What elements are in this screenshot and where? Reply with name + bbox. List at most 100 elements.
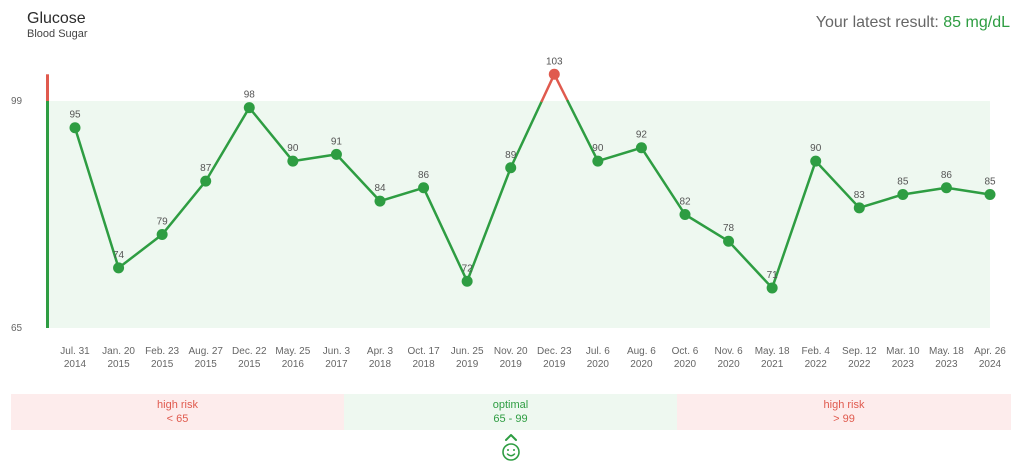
series-line-segment [640,146,687,216]
x-tick-label: Feb. 23 [145,346,179,357]
data-label: 78 [723,223,735,234]
x-tick-label: Mar. 10 [886,346,920,357]
series-line-segment [945,186,992,196]
data-label: 90 [592,143,604,154]
series-line-segment [335,153,382,203]
series-line-segment [248,106,295,163]
data-label: 95 [69,110,81,121]
data-label: 90 [810,143,822,154]
series-line-segment [465,166,512,283]
chart-subtitle: Blood Sugar [27,28,88,40]
range-band-low-risk: high risk < 65 [11,394,344,430]
data-point [156,229,168,241]
latest-result-value: 85 mg/dL [943,14,1010,31]
y-tick-label: 99 [11,96,23,107]
x-tick-year: 2014 [64,359,87,370]
y-tick-label: 65 [11,323,23,334]
latest-result: Your latest result: 85 mg/dL [816,14,1010,32]
x-tick-label: Jan. 20 [102,346,135,357]
chart-title: Glucose [27,10,86,27]
data-label: 103 [546,56,563,67]
x-tick-year: 2023 [935,359,958,370]
x-tick-label: Apr. 26 [974,346,1006,357]
data-label: 90 [287,143,299,154]
data-point [461,275,473,287]
data-point [548,68,560,80]
x-tick-label: May. 18 [929,346,964,357]
data-point [635,142,647,154]
x-tick-label: Jun. 3 [323,346,351,357]
x-tick-label: Sep. 12 [842,346,877,357]
data-label: 82 [679,197,691,208]
x-tick-label: May. 18 [755,346,790,357]
x-tick-year: 2020 [674,359,697,370]
x-tick-label: Apr. 3 [367,346,394,357]
x-tick-label: Nov. 6 [714,346,743,357]
x-tick-label: Aug. 27 [188,346,223,357]
series-line-segment [727,239,774,290]
data-point [897,188,909,200]
x-tick-year: 2019 [543,359,566,370]
range-band-high-risk: high risk > 99 [677,394,1011,430]
x-tick-year: 2016 [282,359,305,370]
data-point [505,162,517,174]
data-point [418,182,430,194]
data-point [243,102,255,114]
x-tick-year: 2019 [456,359,479,370]
data-point [330,148,342,160]
x-tick-year: 2022 [805,359,828,370]
smiley-icon [502,434,520,461]
data-point [853,202,865,214]
x-tick-year: 2015 [107,359,130,370]
x-tick-label: Jul. 6 [586,346,610,357]
series-line-segment [117,233,164,270]
x-tick-year: 2015 [151,359,174,370]
series-line-segment [770,159,817,290]
data-point [810,155,822,167]
series-line-segment [204,106,251,183]
data-point [679,209,691,220]
data-point [287,155,299,167]
range-band-optimal: optimal 65 - 99 [344,394,677,430]
data-point [69,122,81,134]
data-label: 85 [897,176,909,187]
x-tick-year: 2024 [979,359,1002,370]
data-label: 87 [200,163,212,174]
x-tick-year: 2020 [630,359,653,370]
optimal-range-area [49,101,990,328]
x-tick-year: 2021 [761,359,784,370]
data-label: 83 [854,190,866,201]
x-tick-label: Oct. 6 [672,346,699,357]
data-label: 91 [331,136,343,147]
x-tick-label: Nov. 20 [494,346,528,357]
series-line-segment [683,213,730,243]
series-line-segment [422,186,469,283]
series-line-segment [596,146,643,163]
x-tick-label: Jun. 25 [451,346,484,357]
series-line-segment [858,193,905,210]
latest-result-label: Your latest result: [815,14,944,31]
data-point [940,182,952,194]
data-label: 72 [462,263,474,274]
series-line-segment [291,153,338,163]
series-line-segment [378,186,425,203]
series-line-segment [814,159,861,210]
data-point [984,188,996,200]
x-tick-year: 2015 [195,359,218,370]
x-tick-year: 2020 [717,359,740,370]
range-band-optimal-range: 65 - 99 [493,413,528,425]
x-tick-label: Feb. 4 [802,346,831,357]
range-band-low-risk-range: < 65 [166,413,189,425]
data-point [766,282,778,294]
x-tick-label: Aug. 6 [627,346,656,357]
series-line-segment [160,179,207,236]
x-tick-label: Jul. 31 [60,346,90,357]
x-tick-year: 2018 [369,359,392,370]
data-label: 74 [113,250,125,261]
x-tick-year: 2023 [892,359,915,370]
data-point [723,235,735,247]
x-tick-label: Oct. 17 [407,346,440,357]
series-line-segment [509,99,544,170]
x-tick-year: 2020 [587,359,610,370]
data-label: 89 [505,150,517,161]
